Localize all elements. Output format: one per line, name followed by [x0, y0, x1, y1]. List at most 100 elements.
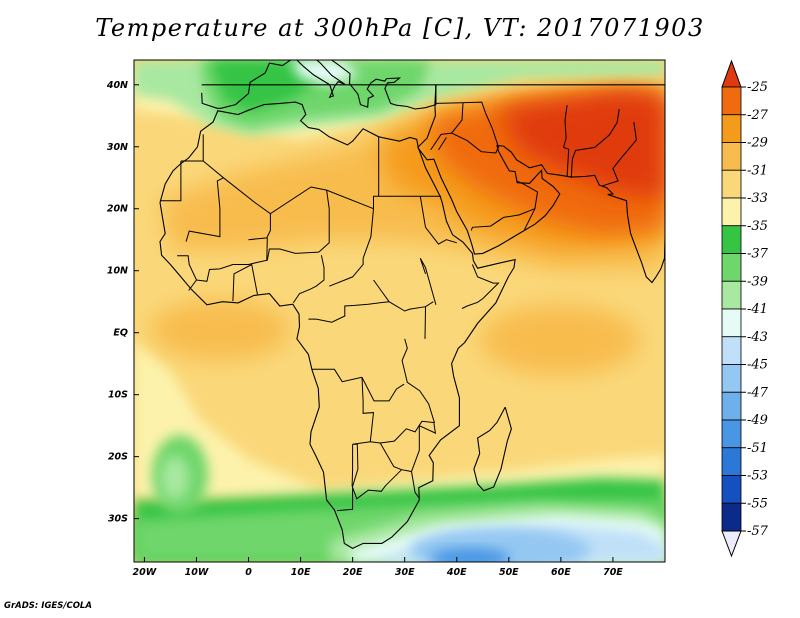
country-border [438, 137, 447, 151]
x-tick-label: 60E [551, 567, 571, 578]
x-tick-label: 0 [245, 567, 252, 578]
y-tick-label: 10N [107, 266, 128, 277]
country-border [266, 237, 268, 261]
coastline [159, 101, 516, 550]
colorbar-label: -25 [747, 80, 768, 95]
country-border [312, 368, 363, 383]
colorbar-bottom-triangle [721, 530, 742, 558]
country-border [318, 190, 330, 253]
country-border [362, 208, 374, 259]
colorbar-box [721, 391, 742, 421]
country-border [379, 423, 437, 473]
country-border [470, 180, 539, 231]
country-border [451, 132, 499, 154]
colorbar-box [721, 225, 742, 254]
country-border [248, 213, 271, 241]
colorbar-box [721, 336, 742, 365]
country-border [185, 177, 224, 242]
colorbar-label: -39 [747, 274, 768, 289]
colorbar-box [721, 475, 742, 504]
colorbar-label: -49 [747, 413, 768, 428]
country-border [523, 208, 536, 231]
country-border [373, 279, 434, 312]
field-red-25 [500, 90, 665, 200]
country-border [602, 121, 637, 187]
y-tick-label: 40N [106, 80, 128, 91]
field-blue-south [410, 528, 590, 562]
colorbar-label: -31 [747, 163, 768, 178]
colorbar-box [721, 142, 742, 171]
map-frame [133, 59, 666, 563]
country-border [562, 105, 570, 177]
colorbar-box [721, 197, 742, 227]
x-axis: 20W 10W 0 10E 20E 30E 40E 50E 60E 70E [133, 557, 623, 578]
colorbar-label: -27 [747, 108, 769, 123]
colorbar-label: -47 [747, 385, 769, 400]
colorbar-label: -29 [747, 136, 768, 151]
country-border [352, 469, 402, 500]
field-green-mediterranean-dark [210, 60, 320, 112]
country-border [180, 134, 204, 162]
country-border [411, 471, 421, 500]
colorbar-label: -33 [747, 191, 768, 206]
country-border [308, 301, 390, 323]
country-border [419, 258, 437, 305]
colorbar-label: -41 [747, 302, 768, 317]
country-border [329, 258, 364, 287]
country-border [430, 102, 464, 151]
colorbar-box [721, 308, 742, 338]
country-border [188, 248, 319, 291]
colorbar-box [721, 169, 742, 199]
colorbar-label: -55 [747, 496, 768, 511]
field-blue-south-dark [430, 548, 510, 562]
temperature-field [134, 60, 665, 562]
x-tick-label: 10W [185, 567, 209, 578]
coastlines [159, 60, 665, 550]
colorbar-label: -45 [747, 358, 768, 373]
country-borders [160, 101, 637, 512]
colorbar: -25 -27 -29 -31 -33 -35 -37 -39 -41 -43 -45 -47 -49 -… [721, 59, 769, 558]
coastline [417, 84, 665, 284]
colorbar-label: -43 [747, 330, 768, 345]
country-border [202, 160, 379, 215]
colorbar-label: -53 [747, 469, 768, 484]
country-border [351, 444, 354, 487]
colorbar-box [721, 502, 742, 532]
colorbar-label: -51 [747, 441, 768, 456]
country-border [461, 264, 500, 309]
colorbar-box [721, 253, 742, 282]
colorbar-label: -35 [747, 219, 768, 234]
colorbar-label: -57 [747, 524, 769, 539]
country-border [424, 306, 426, 339]
y-tick-label: 30S [108, 514, 128, 525]
colorbar-box [721, 419, 742, 449]
colorbar-label: -37 [747, 247, 769, 262]
country-border [570, 108, 620, 178]
x-tick-label: 10E [291, 567, 311, 578]
country-border [232, 263, 258, 302]
colorbar-box [721, 364, 742, 393]
colorbar-box [721, 280, 742, 310]
x-tick-label: 30E [395, 567, 415, 578]
colorbar-box [721, 447, 742, 476]
x-tick-label: 70E [603, 567, 623, 578]
y-tick-label: 20N [107, 204, 128, 215]
colorbar-box [721, 86, 742, 116]
y-tick-label: 30N [107, 142, 128, 153]
x-tick-label: 50E [499, 567, 519, 578]
y-tick-label: EQ [113, 328, 128, 339]
field-cyan-mediterranean [290, 60, 360, 85]
x-tick-label: 20E [343, 567, 363, 578]
field-orange-guinea [150, 300, 290, 360]
y-tick-label: 20S [108, 452, 128, 463]
country-border [292, 255, 325, 304]
country-border [160, 161, 182, 202]
field-orange-indian [480, 305, 640, 375]
colorbar-box [721, 114, 742, 143]
x-tick-label: 20W [133, 567, 157, 578]
coastline [473, 406, 512, 492]
y-axis: 40N 30N 20N 10N EQ 10S 20S 30S [106, 80, 139, 525]
coastline [201, 60, 437, 110]
colorbar-top-triangle [721, 59, 742, 88]
